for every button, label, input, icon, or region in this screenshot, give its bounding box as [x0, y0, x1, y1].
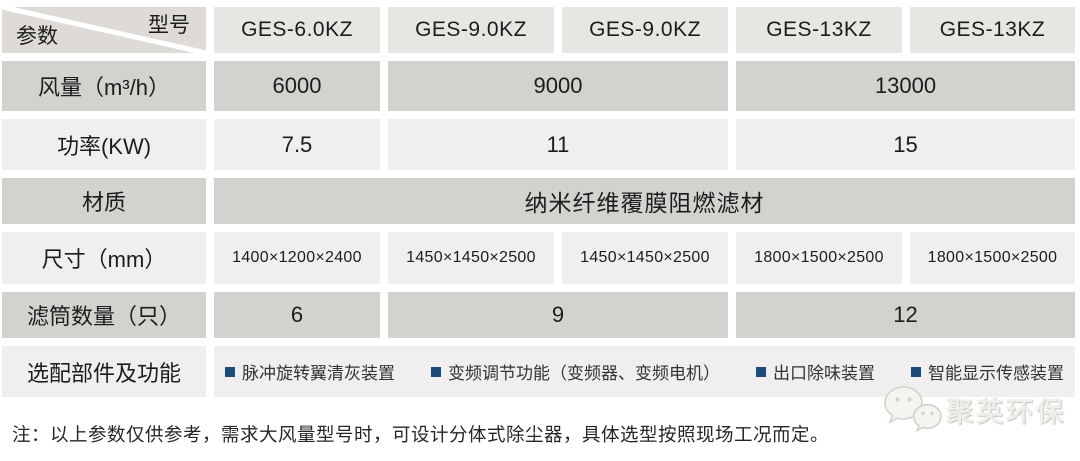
row-label-material: 材质 — [2, 178, 206, 224]
option-item: 变频调节功能（变频器、变频电机） — [431, 359, 720, 384]
model-header-1: GES-6.0KZ — [214, 7, 380, 53]
material-value: 纳米纤维覆膜阻燃滤材 — [214, 178, 1075, 224]
diagonal-divider — [2, 7, 206, 53]
model-header-4: GES-13KZ — [736, 7, 902, 53]
row-label-options: 选配部件及功能 — [2, 346, 206, 397]
dimensions-value-2: 1450×1450×2500 — [388, 232, 554, 284]
dimensions-value-5: 1800×1500×2500 — [910, 232, 1075, 284]
options-value: 脉冲旋转翼清灰装置 变频调节功能（变频器、变频电机） 出口除味装置 智能显示传感… — [214, 346, 1075, 397]
dimensions-value-3: 1450×1450×2500 — [562, 232, 728, 284]
corner-param-label: 参数 — [16, 25, 58, 48]
watermark-text: 聚英环保 — [946, 396, 1066, 427]
option-item: 出口除味装置 — [756, 359, 875, 384]
airflow-value-2: 9000 — [388, 61, 728, 111]
option-item: 智能显示传感装置 — [911, 359, 1064, 384]
model-header-2: GES-9.0KZ — [388, 7, 554, 53]
power-value-3: 15 — [736, 119, 1075, 170]
row-label-airflow: 风量（m³/h） — [2, 61, 206, 111]
model-header-5: GES-13KZ — [910, 7, 1075, 53]
cartridge-count-value-2: 9 — [388, 292, 728, 338]
option-item-label: 变频调节功能（变频器、变频电机） — [448, 364, 720, 383]
power-value-2: 11 — [388, 119, 728, 170]
power-value-1: 7.5 — [214, 119, 380, 170]
watermark: 聚英环保 — [882, 384, 1066, 434]
option-item-label: 智能显示传感装置 — [928, 364, 1064, 383]
row-label-cartridge-count: 滤筒数量（只） — [2, 292, 206, 338]
option-item: 脉冲旋转翼清灰装置 — [225, 359, 395, 384]
cartridge-count-value-1: 6 — [214, 292, 380, 338]
dimensions-value-1: 1400×1200×2400 — [214, 232, 380, 284]
option-item-label: 出口除味装置 — [773, 364, 875, 383]
airflow-value-3: 13000 — [736, 61, 1075, 111]
corner-model-label: 型号 — [148, 14, 190, 37]
bullet-square-icon — [756, 366, 766, 377]
cartridge-count-value-3: 12 — [736, 292, 1075, 338]
dimensions-value-4: 1800×1500×2500 — [736, 232, 902, 284]
bullet-square-icon — [225, 366, 235, 377]
wechat-icon — [884, 386, 942, 433]
spec-table: 型号 参数 GES-6.0KZ GES-9.0KZ GES-9.0KZ GES-… — [2, 7, 1075, 397]
bullet-square-icon — [431, 366, 441, 377]
bullet-square-icon — [911, 366, 921, 377]
corner-header-cell: 型号 参数 — [2, 7, 206, 53]
row-label-power: 功率(KW) — [2, 119, 206, 170]
airflow-value-1: 6000 — [214, 61, 380, 111]
row-label-dimensions: 尺寸（mm） — [2, 232, 206, 284]
model-header-3: GES-9.0KZ — [562, 7, 728, 53]
footnote: 注：以上参数仅供参考，需求大风量型号时，可设计分体式除尘器，具体选型按照现场工况… — [12, 424, 830, 445]
option-item-label: 脉冲旋转翼清灰装置 — [242, 364, 395, 383]
